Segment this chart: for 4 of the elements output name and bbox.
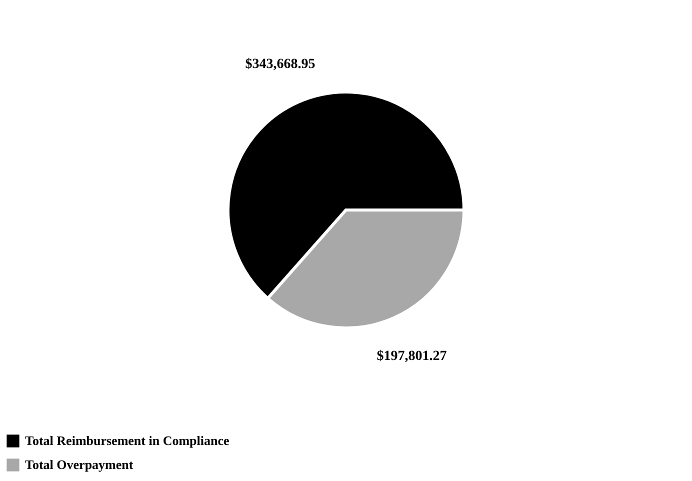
legend-label: Total Reimbursement in Compliance bbox=[25, 433, 230, 448]
legend-label: Total Overpayment bbox=[25, 457, 134, 472]
data-label: $197,801.27 bbox=[376, 348, 447, 364]
data-label: $343,668.95 bbox=[245, 57, 316, 72]
